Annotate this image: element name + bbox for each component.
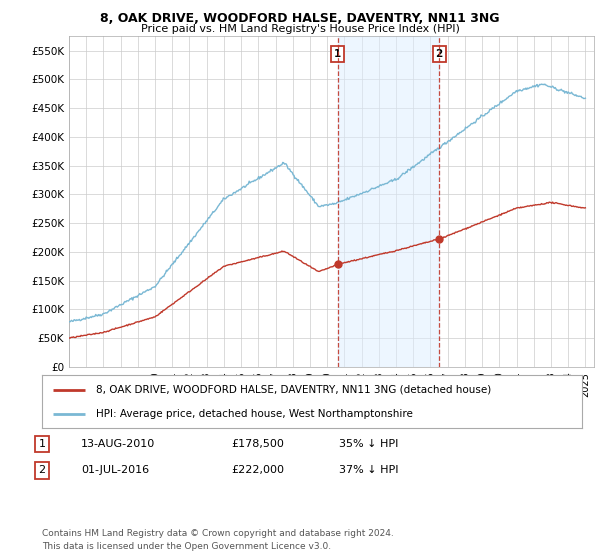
Text: 8, OAK DRIVE, WOODFORD HALSE, DAVENTRY, NN11 3NG: 8, OAK DRIVE, WOODFORD HALSE, DAVENTRY, … [100, 12, 500, 25]
Text: 2: 2 [436, 49, 443, 59]
Text: 01-JUL-2016: 01-JUL-2016 [81, 465, 149, 475]
Text: £222,000: £222,000 [231, 465, 284, 475]
Bar [338, 36, 439, 367]
Text: HPI: Average price, detached house, West Northamptonshire: HPI: Average price, detached house, West… [96, 409, 413, 419]
Text: £178,500: £178,500 [231, 439, 284, 449]
Text: 8, OAK DRIVE, WOODFORD HALSE, DAVENTRY, NN11 3NG (detached house): 8, OAK DRIVE, WOODFORD HALSE, DAVENTRY, … [96, 385, 491, 395]
Text: 1: 1 [38, 439, 46, 449]
Text: 37% ↓ HPI: 37% ↓ HPI [339, 465, 398, 475]
Text: Contains HM Land Registry data © Crown copyright and database right 2024.
This d: Contains HM Land Registry data © Crown c… [42, 529, 394, 550]
Text: 1: 1 [334, 49, 341, 59]
Text: 2: 2 [38, 465, 46, 475]
Text: 35% ↓ HPI: 35% ↓ HPI [339, 439, 398, 449]
Text: Price paid vs. HM Land Registry's House Price Index (HPI): Price paid vs. HM Land Registry's House … [140, 24, 460, 34]
Text: 13-AUG-2010: 13-AUG-2010 [81, 439, 155, 449]
